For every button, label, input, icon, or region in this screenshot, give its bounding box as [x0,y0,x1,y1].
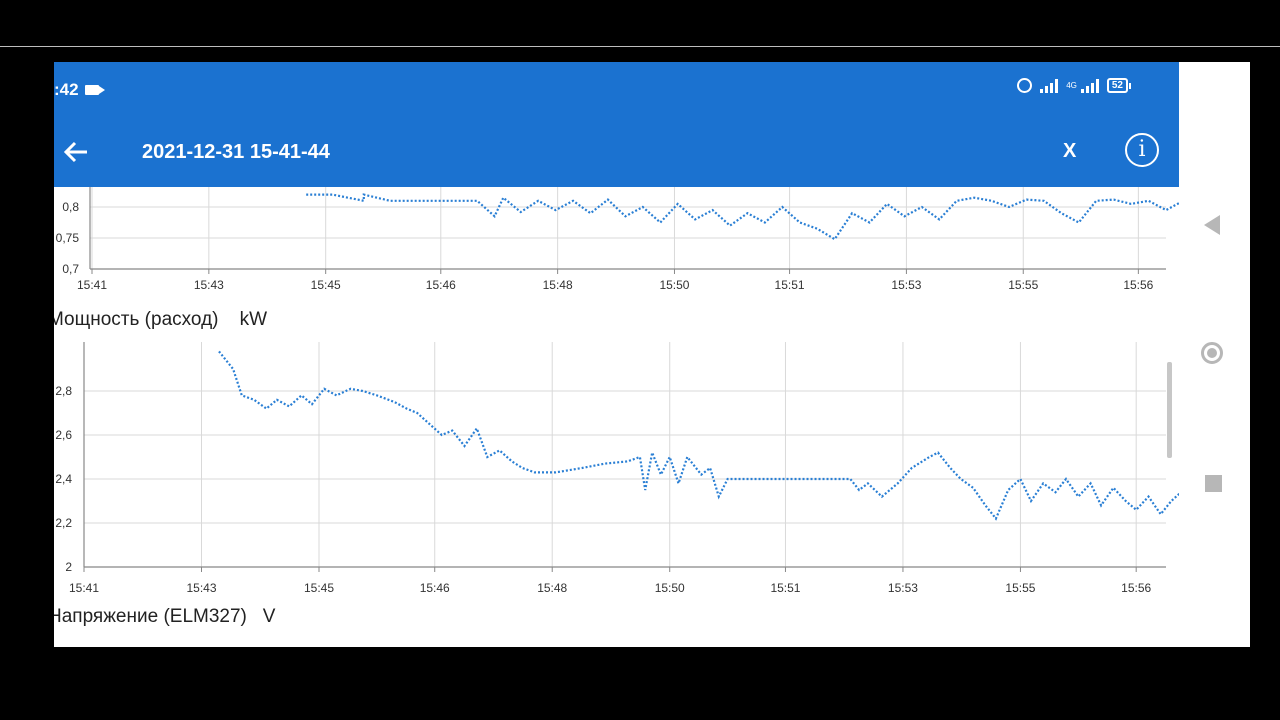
nav-home-icon[interactable] [1201,342,1223,364]
x-tick-label: 15:48 [543,278,573,292]
x-tick-label: 15:56 [1123,278,1153,292]
signal-icon [1040,78,1059,93]
data-series-line [218,350,1179,521]
nav-recents-icon[interactable] [1205,475,1222,492]
y-tick-label: 0,75 [56,231,80,245]
navigation-bar [1187,205,1239,505]
app-bar: :42 4G 52 2021-12-31 15-41-44 X i [54,62,1179,187]
info-button[interactable]: i [1125,133,1159,167]
chart-power: 15:41 15:43 15:45 15:46 15:48 15:50 15:51 15:53… [54,187,1179,377]
x-tick-label: 15:41 [69,581,99,595]
chart-voltage-name: Напряжение (ELM327) [54,606,247,627]
y-tick-label: 2,8 [55,384,72,398]
video-camera-icon [84,85,105,95]
y-tick-label: 2,2 [55,516,72,530]
y-tick-label: 2,4 [55,472,72,486]
close-button[interactable]: X [1063,140,1077,162]
alarm-clock-icon [1017,78,1033,93]
x-tick-label: 15:46 [420,581,450,595]
chart-power-name: Мощность (расход) [54,309,219,330]
status-bar-left: :42 [54,80,105,100]
x-tick-label: 15:53 [888,581,918,595]
x-tick-label: 15:50 [659,278,689,292]
x-tick-label: 15:45 [311,278,341,292]
x-tick-label: 15:43 [186,581,216,595]
status-bar-right: 4G 52 [1017,78,1131,93]
chart-voltage: 15:41 15:43 15:45 15:46 15:48 15:50 15:51 15:53… [54,342,1179,642]
y-tick-label: 0,7 [62,262,79,276]
x-tick-label: 15:43 [194,278,224,292]
chart-power-title: Мощность (расход) kW [54,309,267,331]
battery-level: 52 [1106,78,1128,93]
x-tick-label: 15:51 [770,581,800,595]
x-tick-label: 15:50 [655,581,685,595]
chart-power-svg: 15:41 15:43 15:45 15:46 15:48 15:50 15:51 15:53… [56,187,1179,292]
x-tick-label: 15:53 [891,278,921,292]
x-tick-label: 15:55 [1008,278,1038,292]
chart-power-unit: kW [239,309,268,330]
arrow-left-icon [63,141,87,163]
nav-back-icon[interactable] [1204,215,1220,235]
chart-voltage-unit: V [262,606,276,627]
x-tick-label: 15:55 [1005,581,1035,595]
x-tick-label: 15:56 [1121,581,1151,595]
scrollbar[interactable] [1167,362,1172,458]
back-button[interactable] [62,138,90,166]
x-tick-label: 15:51 [775,278,805,292]
top-divider [0,46,1280,47]
phone-screen: :42 4G 52 2021-12-31 15-41-44 X i 15:41 1… [54,62,1250,647]
y-tick-label: 2,6 [55,428,72,442]
page-title: 2021-12-31 15-41-44 [142,141,330,163]
battery-icon: 52 [1106,78,1131,93]
status-time: :42 [54,80,79,99]
x-tick-label: 15:41 [77,278,107,292]
chart-voltage-svg: 15:41 15:43 15:45 15:46 15:48 15:50 15:51 15:53… [55,342,1179,595]
y-tick-label: 0,8 [62,200,79,214]
chart-voltage-title: Напряжение (ELM327) V [54,606,275,628]
x-tick-label: 15:48 [537,581,567,595]
data-series-line [306,193,1179,241]
x-tick-label: 15:45 [304,581,334,595]
x-tick-label: 15:46 [426,278,456,292]
signal-4g-icon [1080,78,1099,93]
y-tick-label: 2 [65,560,72,574]
network-type: 4G [1066,81,1077,90]
